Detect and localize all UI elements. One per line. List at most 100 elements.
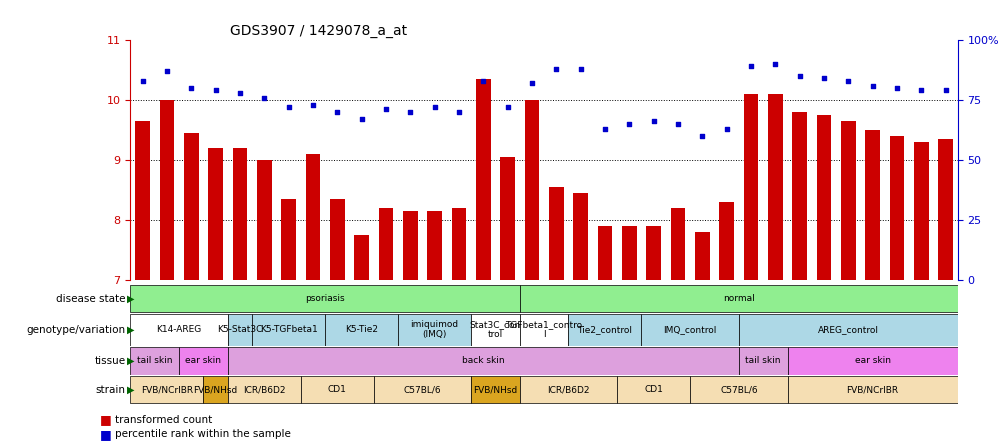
Bar	[694, 232, 709, 280]
Bar	[451, 208, 466, 280]
Point	[207, 87, 223, 94]
Point	[134, 77, 150, 84]
Point	[645, 118, 661, 125]
Bar	[325, 313, 398, 345]
Text: CD1: CD1	[643, 385, 662, 394]
Bar	[524, 100, 539, 280]
Bar	[938, 139, 952, 280]
Point	[475, 77, 491, 84]
Point	[596, 125, 612, 132]
Bar	[670, 208, 684, 280]
Bar	[354, 235, 369, 280]
Point	[329, 108, 345, 115]
Text: psoriasis: psoriasis	[305, 294, 345, 303]
Point	[548, 65, 564, 72]
Point	[913, 87, 929, 94]
Bar	[183, 133, 198, 280]
Bar	[738, 347, 787, 375]
Text: Stat3C_con
trol: Stat3C_con trol	[469, 320, 521, 339]
Bar	[816, 115, 831, 280]
Bar	[130, 376, 203, 404]
Text: transformed count: transformed count	[115, 415, 212, 424]
Point	[840, 77, 856, 84]
Text: genotype/variation: genotype/variation	[26, 325, 125, 335]
Bar	[403, 211, 417, 280]
Point	[305, 101, 321, 108]
Text: ear skin: ear skin	[854, 356, 890, 365]
Point	[499, 103, 515, 111]
Bar	[641, 313, 738, 345]
Text: IMQ_control: IMQ_control	[662, 325, 716, 334]
Bar	[519, 376, 616, 404]
Bar	[597, 226, 611, 280]
Text: ▶: ▶	[127, 385, 134, 395]
Text: imiquimod
(IMQ): imiquimod (IMQ)	[410, 320, 458, 339]
Point	[183, 84, 199, 91]
Point	[402, 108, 418, 115]
Text: C57BL/6: C57BL/6	[403, 385, 441, 394]
Bar	[398, 313, 471, 345]
Bar	[768, 94, 782, 280]
Bar	[787, 376, 957, 404]
Bar	[787, 347, 957, 375]
Point	[231, 89, 247, 96]
Point	[378, 106, 394, 113]
Text: K5-Stat3C: K5-Stat3C	[217, 325, 263, 334]
Bar	[738, 313, 957, 345]
Bar	[573, 193, 587, 280]
Point	[816, 75, 832, 82]
Text: Tie2_control: Tie2_control	[577, 325, 632, 334]
Text: ear skin: ear skin	[185, 356, 221, 365]
Bar	[227, 347, 738, 375]
Bar	[913, 142, 928, 280]
Bar	[471, 313, 519, 345]
Bar	[427, 211, 442, 280]
Bar	[227, 313, 252, 345]
Bar	[257, 160, 272, 280]
Bar	[471, 376, 519, 404]
Text: AREG_control: AREG_control	[817, 325, 878, 334]
Text: ▶: ▶	[127, 356, 134, 366]
Text: percentile rank within the sample: percentile rank within the sample	[115, 429, 291, 439]
Point	[864, 82, 880, 89]
Text: K14-AREG: K14-AREG	[156, 325, 201, 334]
Bar	[865, 130, 879, 280]
Bar	[548, 187, 563, 280]
Point	[354, 115, 370, 123]
Text: TGFbeta1_contro
l: TGFbeta1_contro l	[505, 320, 582, 339]
Bar	[841, 121, 855, 280]
Text: strain: strain	[95, 385, 125, 395]
Bar	[179, 347, 227, 375]
Text: FVB/NCrIBR: FVB/NCrIBR	[846, 385, 898, 394]
Bar	[203, 376, 227, 404]
Text: ■: ■	[100, 413, 112, 426]
Text: disease state: disease state	[56, 293, 125, 304]
Text: C57BL/6: C57BL/6	[719, 385, 757, 394]
Bar	[130, 347, 179, 375]
Point	[256, 94, 272, 101]
Text: tail skin: tail skin	[744, 356, 781, 365]
Bar	[792, 112, 807, 280]
Bar	[645, 226, 660, 280]
Bar	[130, 313, 227, 345]
Bar	[252, 313, 325, 345]
Point	[767, 60, 783, 67]
Bar	[130, 285, 519, 313]
Point	[426, 103, 442, 111]
Bar	[301, 376, 374, 404]
Point	[717, 125, 733, 132]
Text: ▶: ▶	[127, 325, 134, 335]
Text: FVB/NCrIBR: FVB/NCrIBR	[140, 385, 192, 394]
Bar	[718, 202, 733, 280]
Bar	[227, 376, 301, 404]
Bar	[889, 136, 904, 280]
Text: FVB/NHsd: FVB/NHsd	[193, 385, 237, 394]
Bar	[374, 376, 471, 404]
Text: tail skin: tail skin	[137, 356, 172, 365]
Bar	[500, 157, 514, 280]
Point	[158, 67, 174, 75]
Text: FVB/NHsd: FVB/NHsd	[473, 385, 517, 394]
Text: K5-Tie2: K5-Tie2	[345, 325, 378, 334]
Bar	[689, 376, 787, 404]
Text: ICR/B6D2: ICR/B6D2	[547, 385, 589, 394]
